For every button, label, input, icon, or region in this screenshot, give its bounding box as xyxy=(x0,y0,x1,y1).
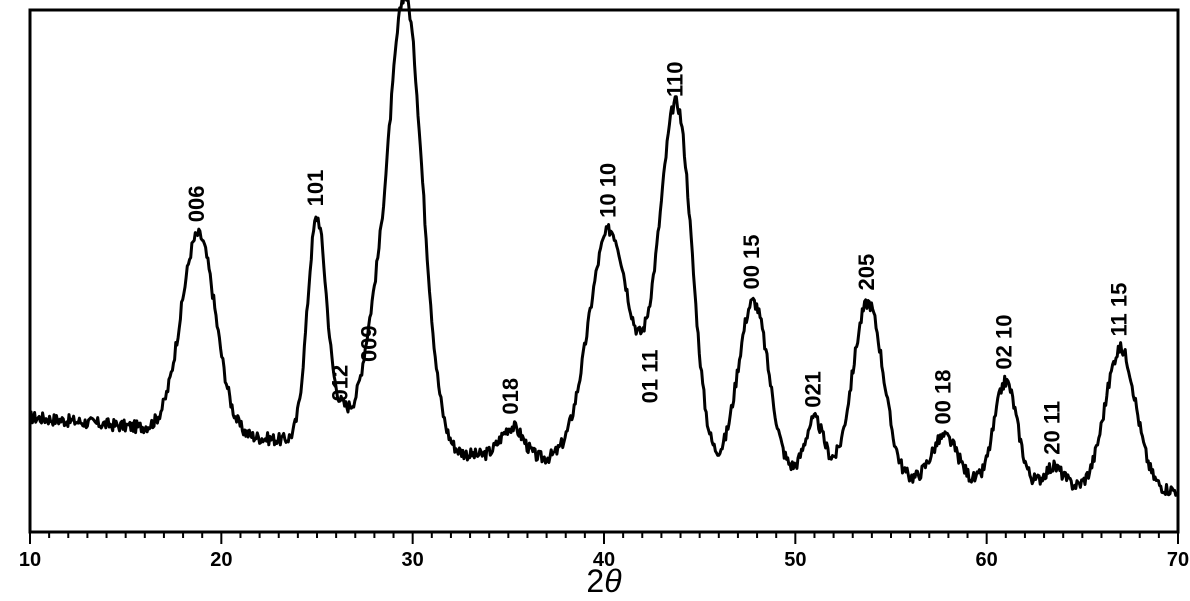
peak-label: 006 xyxy=(184,186,209,223)
peak-label: 205 xyxy=(854,254,879,291)
peak-label: 101 xyxy=(303,170,328,207)
peak-label: 012 xyxy=(328,365,353,402)
peak-label: 10 10 xyxy=(596,163,621,218)
svg-text:60: 60 xyxy=(976,549,998,571)
xrd-chart: 102030405060702θ00610101200901501810 100… xyxy=(0,0,1190,601)
peak-label: 00 15 xyxy=(739,234,764,289)
peak-label: 009 xyxy=(356,325,381,362)
peak-label: 02 10 xyxy=(992,315,1017,370)
svg-text:10: 10 xyxy=(19,549,41,571)
svg-text:50: 50 xyxy=(784,549,806,571)
xrd-svg: 102030405060702θ00610101200901501810 100… xyxy=(0,0,1190,601)
peak-label: 021 xyxy=(800,371,825,408)
peak-label: 11 15 xyxy=(1106,283,1131,337)
peak-label: 018 xyxy=(498,378,523,415)
peak-label: 110 xyxy=(663,61,688,97)
peak-label: 01 11 xyxy=(638,350,663,404)
peak-label: 00 18 xyxy=(930,369,955,424)
peak-label: 20 11 xyxy=(1039,401,1064,455)
svg-text:30: 30 xyxy=(402,549,424,571)
svg-text:20: 20 xyxy=(210,549,232,571)
svg-text:70: 70 xyxy=(1167,549,1189,571)
svg-text:2θ: 2θ xyxy=(586,563,622,599)
